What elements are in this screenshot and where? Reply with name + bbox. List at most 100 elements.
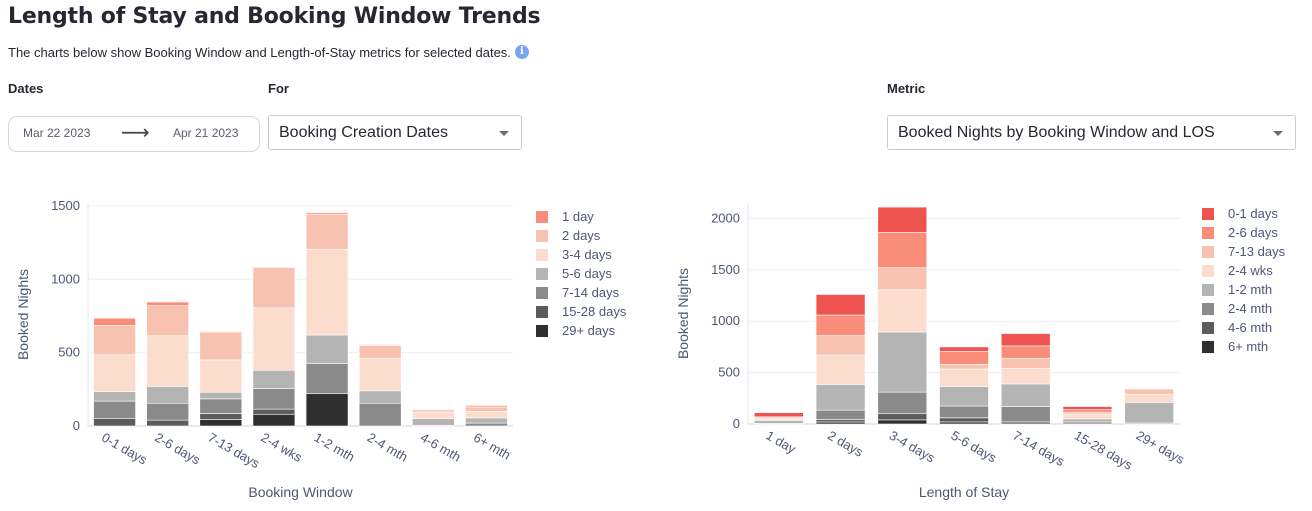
legend-label-29-days: 29+ days [562,323,616,338]
bar-segment-3-4-days [146,335,189,387]
legend-label-4-6-mth: 4-6 mth [1228,320,1272,335]
bar-segment-7-13-days [1062,411,1113,415]
bar-segment-3-4-days [358,358,402,392]
legend-label-0-1-days: 0-1 days [1228,206,1278,221]
bar-segment-2-4-wks [1000,368,1051,385]
legend-label-2-6-days: 2-6 days [1228,225,1278,240]
legend-label-3-4-days: 3-4 days [562,247,612,262]
bar-segment-4-6-mth [877,413,928,421]
bar-segment-3-4-days [199,359,243,393]
bar-segment-1-2-mth [1000,383,1051,407]
bar-segment-1-day [199,331,243,333]
info-icon[interactable]: i [514,45,529,59]
bar-segment-0-1-days [1000,333,1051,347]
bar-segment-6-mth [877,419,928,425]
x-tick-label: 7-14 days [1010,428,1067,470]
bar-segment-15-28-days [252,408,296,415]
x-tick-label: 2-4 wks [258,430,305,466]
legend-swatch-6-mth [1202,341,1214,353]
bar-segment-2-4-mth [815,409,866,420]
bar-segment-2-6-days [1062,409,1113,413]
page-subtitle-text: The charts below show Booking Window and… [8,45,511,60]
x-tick-label: 1-2 mth [312,430,358,465]
x-tick-label: 3-4 days [887,428,938,466]
bar-segment-1-2-mth [939,386,989,407]
bar-segment-0-1-days [939,346,989,352]
bar-segment-2-4-mth [939,405,989,419]
legend-swatch-7-13-days [1202,246,1214,258]
bar-segment-5-6-days [412,418,455,426]
y-tick-label: 0 [733,416,740,431]
x-tick-label: 5-6 days [949,428,1000,466]
x-tick-label: 6+ mth [471,430,513,463]
y-axis-title: Booked Nights [15,269,31,360]
bar-segment-7-14-days [305,363,349,395]
bar-segment-2-4-mth [1062,421,1113,425]
legend-swatch-15-28-days [536,306,548,318]
y-tick-label: 500 [718,365,740,380]
y-tick-label: 0 [73,418,80,433]
bar-segment-1-2-mth [1062,418,1113,423]
bar-segment-2-6-days [939,351,989,365]
legend-swatch-5-6-days [536,268,548,280]
bar-segment-2-days [252,267,296,309]
legend-swatch-2-4-wks [1202,265,1214,277]
bar-segment-2-6-days [877,231,928,269]
legend-label-15-28-days: 15-28 days [562,304,627,319]
bar-segment-2-days [412,409,455,413]
bar-segment-6-mth [939,421,989,425]
x-tick-label: 2-4 mth [365,430,411,465]
bar-segment-5-6-days [93,391,136,402]
legend-label-6-mth: 6+ mth [1228,339,1268,354]
legend-swatch-2-days [536,230,548,242]
legend-swatch-1-day [536,211,548,223]
x-tick-label: 15-28 days [1072,428,1136,473]
bar-segment-3-4-days [93,354,136,392]
for-label: For [268,81,289,96]
x-tick-label: 2-6 days [152,430,203,468]
bar-segment-3-4-days [305,248,349,336]
legend-swatch-4-6-mth [1202,322,1214,334]
bar-segment-2-4-wks [877,289,928,333]
bar-segment-3-4-days [412,411,455,419]
metric-select-value: Booked Nights by Booking Window and LOS [898,124,1215,141]
bar-segment-1-2-mth [877,331,928,393]
legend-label-2-4-wks: 2-4 wks [1228,263,1273,278]
bar-segment-2-days [465,406,508,412]
bar-segment-2-6-days [1000,345,1051,359]
bar-segment-5-6-days [199,391,243,400]
bar-segment-2-6-days [815,314,866,336]
bar-segment-15-28-days [146,419,189,427]
metric-select[interactable]: Booked Nights by Booking Window and LOS [887,115,1296,150]
bar-segment-5-6-days [252,369,296,389]
bar-segment-4-6-mth [939,417,989,423]
date-start[interactable]: Mar 22 2023 [23,126,91,140]
metric-label: Metric [887,81,926,96]
legend-label-5-6-days: 5-6 days [562,266,612,281]
x-tick-label: 2 days [825,428,866,460]
bar-segment-5-6-days [358,390,402,404]
x-tick-label: 7-13 days [205,430,262,472]
date-end[interactable]: Apr 21 2023 [173,126,239,140]
x-axis-title: Booking Window [248,484,353,500]
bar-segment-2-days [358,345,402,359]
dates-label: Dates [8,81,44,96]
x-tick-label: 4-6 mth [418,430,464,465]
bar-segment-7-13-days [1124,388,1174,395]
bar-segment-2-4-wks [1124,393,1174,403]
bar-segment-7-14-days [465,422,508,427]
bar-segment-1-day [146,301,189,306]
bar-segment-7-14-days [93,400,136,419]
for-select[interactable]: Booking Creation Dates [268,115,522,150]
bar-segment-1-2-mth [754,420,804,424]
date-range-picker[interactable]: Mar 22 2023 ⟶ Apr 21 2023 [8,116,260,152]
bar-segment-1-2-mth [815,384,866,411]
page-title: Length of Stay and Booking Window Trends [8,4,541,29]
bar-segment-7-14-days [199,398,243,414]
chevron-down-icon [1273,131,1283,136]
bar-segment-29-days [199,419,243,427]
y-tick-label: 1500 [711,262,740,277]
arrow-right-icon: ⟶ [121,122,150,144]
legend-label-1-day: 1 day [562,209,594,224]
